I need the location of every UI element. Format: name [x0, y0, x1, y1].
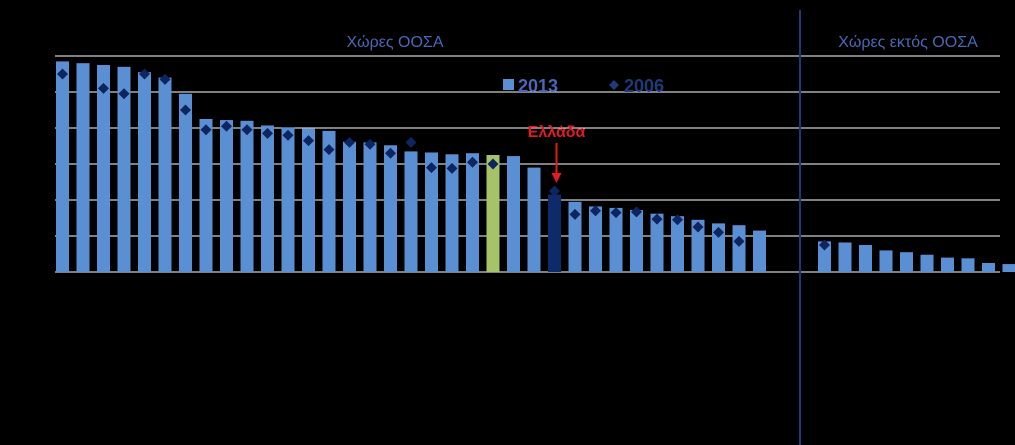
marker-2006 [610, 207, 622, 219]
bar [982, 263, 995, 272]
marker-2006 [344, 136, 355, 148]
marker-2006 [631, 206, 642, 218]
marker-2006 [405, 136, 417, 148]
bars [56, 61, 1015, 273]
bar [384, 145, 397, 272]
bar [838, 242, 852, 272]
bar [609, 207, 623, 272]
bar [527, 167, 541, 272]
marker-2006 [819, 239, 830, 251]
bar [900, 252, 913, 272]
marker-2006 [364, 138, 376, 150]
bar [240, 120, 254, 272]
marker-2006 [323, 144, 335, 156]
bar [961, 258, 975, 272]
bar [76, 63, 90, 273]
marker-2006 [651, 213, 663, 225]
bar [941, 257, 954, 272]
greece-callout: Ελλάδα [528, 124, 586, 183]
marker-2006 [303, 135, 314, 147]
marker-2006 [282, 129, 294, 141]
bar [859, 245, 872, 272]
legend-label-2013: 2013 [518, 76, 558, 96]
marker-2006 [385, 147, 396, 159]
bar [466, 153, 479, 272]
bar [445, 154, 459, 272]
marker-2006 [200, 124, 212, 136]
bar [920, 254, 934, 272]
bar [753, 230, 766, 272]
bar [138, 72, 151, 272]
marker-2006 [139, 68, 150, 80]
marker-2006 [118, 88, 130, 100]
marker-2006 [692, 221, 704, 233]
marker-2006 [426, 162, 437, 174]
marker-2006 [221, 120, 232, 132]
marker-2006 [57, 68, 68, 80]
bar [363, 142, 377, 272]
marker-2006 [672, 214, 683, 226]
marker-2006 [98, 82, 109, 94]
bar [732, 225, 746, 272]
bar [322, 130, 336, 272]
legend-swatch-2006 [609, 80, 619, 90]
marker-2006 [262, 127, 273, 139]
bar [671, 216, 684, 272]
marker-2006 [159, 73, 171, 85]
marker-2006 [180, 104, 191, 116]
marker-2006 [549, 185, 560, 197]
greece-callout-label: Ελλάδα [528, 124, 586, 141]
bar [343, 141, 356, 272]
bar [589, 206, 602, 272]
legend: 2013 2006 [503, 76, 664, 96]
bar [818, 241, 831, 272]
region-label-oecd: Χώρες ΟΟΣΑ [346, 34, 443, 51]
bar [281, 127, 295, 272]
marker-2006 [467, 156, 478, 168]
bar [199, 119, 213, 272]
bar-oecd-average [486, 155, 500, 272]
bar [179, 93, 192, 272]
marker-2006 [241, 124, 253, 136]
marker-2006 [713, 226, 724, 238]
bar [712, 223, 725, 272]
bar [117, 66, 131, 272]
markers [57, 68, 830, 251]
bar [425, 152, 438, 272]
bar [691, 219, 705, 272]
marker-2006 [446, 162, 458, 174]
bar [879, 250, 893, 272]
marker-2006 [487, 158, 499, 170]
bar [650, 213, 664, 272]
bar [220, 120, 233, 272]
bar [1002, 264, 1015, 272]
bar [507, 156, 520, 272]
legend-label-2006: 2006 [624, 76, 664, 96]
bar [56, 61, 69, 273]
bar [630, 210, 643, 272]
bar [97, 65, 110, 272]
legend-swatch-2013 [503, 79, 514, 90]
bar [302, 128, 315, 272]
bar-greece [548, 194, 561, 272]
bar [158, 77, 172, 272]
marker-2006 [569, 208, 581, 220]
marker-2006 [590, 205, 601, 217]
bar [568, 201, 582, 272]
region-label-non-oecd: Χώρες εκτός ΟΟΣΑ [838, 34, 978, 51]
bar [404, 151, 418, 272]
bar [261, 125, 274, 272]
marker-2006 [733, 235, 745, 247]
greece-callout-arrow-head [551, 173, 562, 183]
